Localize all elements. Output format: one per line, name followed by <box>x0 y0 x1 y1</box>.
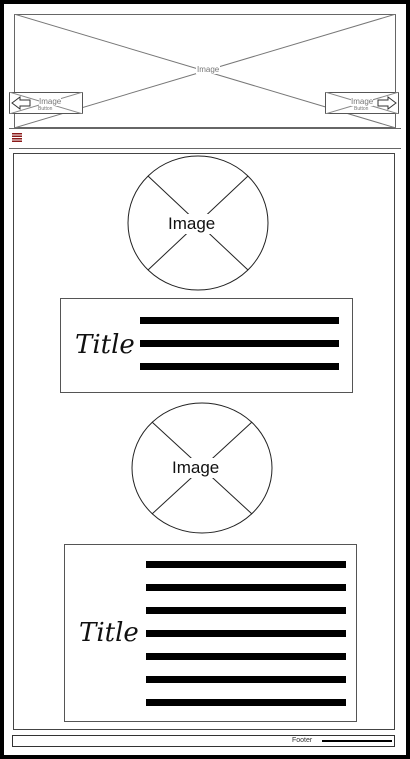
next-slide-button[interactable]: Image Button <box>325 92 399 114</box>
card-2-text-line <box>146 607 346 614</box>
card-2-text-line <box>146 699 346 706</box>
card-1-text-line <box>140 340 339 347</box>
card-1-image-label: Image <box>168 214 216 234</box>
page: Image Image Button Image Button <box>4 4 406 755</box>
footer-line <box>322 740 392 742</box>
card-1-image: Image <box>126 154 270 292</box>
footer: Footer <box>12 735 395 747</box>
card-2-image-label: Image <box>172 458 220 478</box>
header-divider <box>9 128 401 129</box>
hero-image-label: Image <box>196 65 221 74</box>
prev-slide-button[interactable]: Image Button <box>9 92 83 114</box>
prev-button-image-label: Image <box>39 97 62 106</box>
card-2-text-line <box>146 584 346 591</box>
card-2-title: Title <box>79 618 139 648</box>
card-1-text-line <box>140 363 339 370</box>
prev-button-label: Button <box>38 106 53 112</box>
menu-divider <box>9 148 401 149</box>
prev-button-image-placeholder <box>9 92 83 114</box>
card-2-text-line <box>146 653 346 660</box>
card-2-text-line <box>146 630 346 637</box>
card-2-text-line <box>146 676 346 683</box>
card-1-text-line <box>140 317 339 324</box>
footer-label: Footer <box>292 737 313 744</box>
card-2-text-line <box>146 561 346 568</box>
hamburger-menu-icon[interactable] <box>12 133 22 142</box>
card-2-image: Image <box>130 401 274 535</box>
arrow-right-icon <box>377 96 397 110</box>
card-1-title: Title <box>75 330 135 360</box>
card-2: Title <box>64 544 357 722</box>
next-button-label: Button <box>354 106 369 112</box>
next-button-image-label: Image <box>351 97 374 106</box>
arrow-left-icon <box>11 96 31 110</box>
card-1: Title <box>60 298 353 393</box>
